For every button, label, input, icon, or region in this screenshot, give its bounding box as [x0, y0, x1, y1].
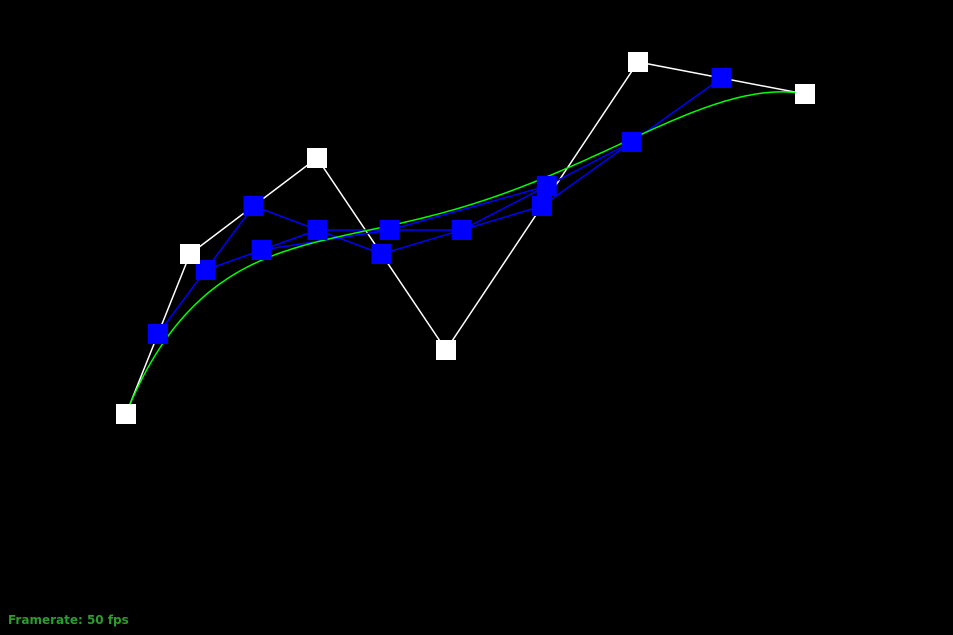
construction-point: [371, 244, 392, 264]
construction-point: [451, 220, 472, 240]
construction-line-level-1: [157, 77, 722, 335]
construction-point: [148, 324, 168, 344]
construction-point: [532, 196, 552, 216]
control-point-handle[interactable]: [307, 148, 327, 168]
framerate-label: Framerate: 50 fps: [8, 613, 129, 627]
control-point-handle[interactable]: [628, 52, 648, 72]
control-point-handle[interactable]: [436, 340, 456, 360]
control-point-handle[interactable]: [795, 84, 815, 104]
bezier-curve: [125, 91, 806, 415]
control-point-handle[interactable]: [116, 404, 136, 424]
construction-point: [307, 220, 328, 240]
control-point-handle[interactable]: [180, 244, 200, 264]
construction-point: [379, 220, 400, 240]
construction-point: [621, 132, 642, 152]
construction-point: [243, 196, 264, 216]
construction-point: [536, 176, 557, 196]
construction-point: [195, 260, 216, 280]
construction-point: [711, 68, 732, 88]
construction-point: [251, 240, 272, 260]
